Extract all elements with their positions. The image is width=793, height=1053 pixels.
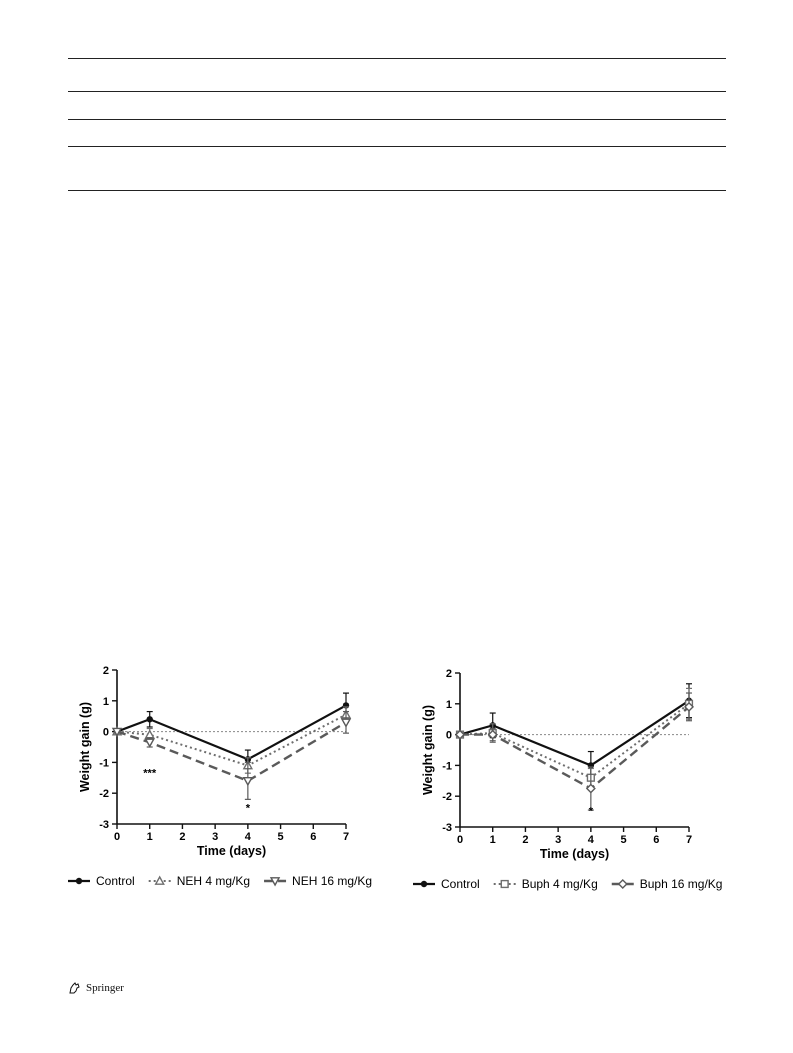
x-tick-label: 2	[179, 831, 185, 843]
data-point	[144, 738, 155, 748]
data-point	[585, 783, 596, 794]
table-top-rule	[68, 58, 726, 59]
data-point	[684, 701, 694, 712]
x-tick-label: 6	[310, 831, 316, 843]
x-axis-title: Time (days)	[197, 844, 266, 858]
series-line	[116, 713, 347, 767]
legend-label: Control	[96, 874, 135, 888]
legend-item: NEH 16 mg/Kg	[264, 874, 372, 888]
legend-item: Buph 4 mg/Kg	[493, 877, 598, 891]
legend-marker	[420, 880, 428, 888]
y-tick-label: 0	[103, 727, 109, 739]
y-tick-label: 2	[446, 668, 452, 680]
data-point	[242, 776, 254, 787]
series-3	[455, 692, 694, 811]
data-point	[487, 729, 498, 740]
legend-marker	[269, 877, 281, 887]
chart-buph-svg: -3 -2 -1 0 1 2 0 1 2 3 4 5 6 7 Time (days) Weight gain …	[413, 668, 723, 891]
x-tick-label: 0	[457, 834, 463, 846]
x-tick-label: 1	[490, 834, 496, 846]
y-tick-label: 1	[103, 696, 109, 708]
y-tick-label: -3	[442, 822, 452, 834]
legend-marker	[154, 875, 165, 885]
y-tick-label: -2	[99, 788, 109, 800]
chart-neh-weight-gain: -3 -2 -1 0 1 2 0 1 2 3 4 5 6 7 Time (days) Weight gain …	[60, 650, 400, 900]
legend-label: Buph 16 mg/Kg	[640, 877, 723, 891]
y-axis-title: Weight gain (g)	[78, 702, 92, 792]
x-tick-label: 1	[147, 831, 153, 843]
x-tick-label: 4	[245, 831, 252, 843]
legend-item: NEH 4 mg/Kg	[148, 874, 250, 888]
data-point	[111, 727, 123, 738]
y-tick-label: -1	[99, 757, 109, 769]
legend-item: Buph 16 mg/Kg	[611, 877, 723, 891]
x-tick-label: 4	[588, 834, 595, 846]
data-point	[455, 729, 465, 740]
y-tick-label: 2	[103, 665, 109, 677]
significance-marker: *	[246, 803, 251, 815]
series-line	[116, 721, 347, 783]
chart-buph-weight-gain: -3 -2 -1 0 1 2 0 1 2 3 4 5 6 7 Time (days) Weight gain …	[405, 650, 745, 900]
table-header-rule	[68, 91, 726, 92]
x-tick-label: 5	[621, 834, 627, 846]
y-tick-label: -2	[442, 791, 452, 803]
significance-marker: ***	[143, 767, 157, 779]
x-tick-label: 3	[555, 834, 561, 846]
series-line	[460, 705, 690, 790]
significance-marker: *	[589, 806, 594, 818]
series-line	[116, 704, 347, 761]
x-tick-label: 7	[686, 834, 692, 846]
chart-neh-svg: -3 -2 -1 0 1 2 0 1 2 3 4 5 6 7 Time (days) Weight gain …	[68, 665, 372, 888]
legend-item: Control	[68, 874, 135, 888]
x-axis-title: Time (days)	[540, 847, 609, 861]
x-tick-label: 0	[114, 831, 120, 843]
legend-label: Control	[441, 877, 480, 891]
legend-item: Control	[413, 877, 480, 891]
legend-label: NEH 4 mg/Kg	[177, 874, 250, 888]
legend-marker	[617, 879, 628, 889]
x-tick-label: 2	[522, 834, 528, 846]
page-footer: Springer	[68, 980, 124, 996]
springer-horse-icon	[69, 982, 80, 994]
y-tick-label: 0	[446, 730, 452, 742]
data-point	[146, 716, 153, 723]
legend-label: NEH 16 mg/Kg	[292, 874, 372, 888]
x-tick-label: 3	[212, 831, 218, 843]
legend-marker	[500, 879, 509, 889]
table-row-rule	[68, 146, 726, 147]
series-line	[459, 699, 690, 767]
data-point	[340, 718, 352, 728]
y-tick-label: -3	[99, 819, 109, 831]
y-tick-label: -1	[442, 760, 452, 772]
x-tick-label: 6	[653, 834, 659, 846]
table-row-rule	[68, 119, 726, 120]
y-tick-label: 1	[446, 699, 452, 711]
y-axis-title: Weight gain (g)	[421, 705, 435, 795]
publisher-name: Springer	[86, 982, 124, 994]
legend-marker	[75, 877, 83, 885]
x-tick-label: 7	[343, 831, 349, 843]
series-3	[111, 710, 352, 800]
table-bottom-rule	[68, 190, 726, 191]
x-tick-label: 5	[278, 831, 284, 843]
legend-label: Buph 4 mg/Kg	[522, 877, 598, 891]
